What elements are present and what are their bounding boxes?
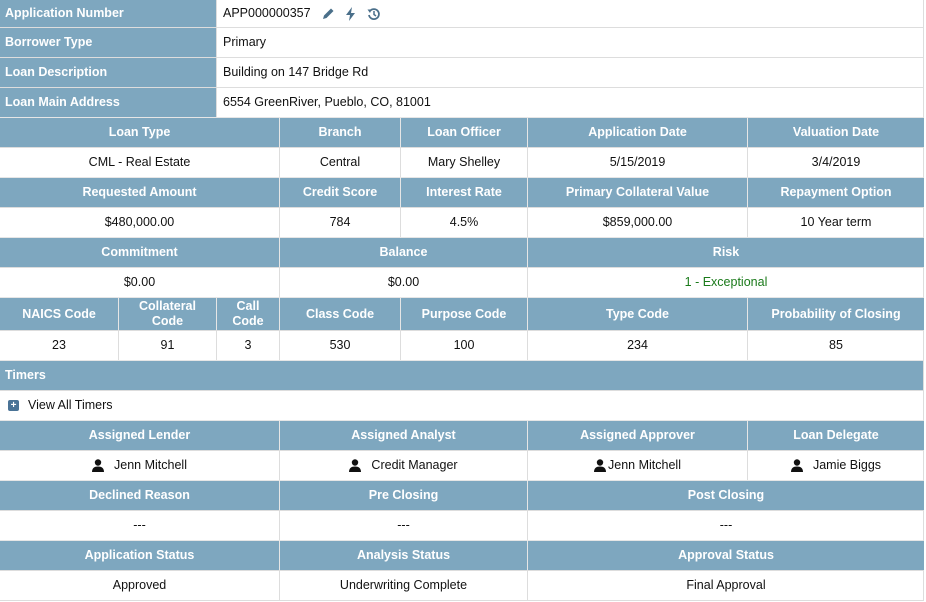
application-number-cell: APP000000357: [216, 0, 923, 27]
view-all-timers-label: View All Timers: [28, 398, 113, 412]
repayment-option-value: 10 Year term: [747, 208, 924, 237]
approval-status-value: Final Approval: [527, 571, 924, 600]
header-collateral-code: Collateral Code: [118, 298, 216, 330]
header-pre-closing: Pre Closing: [279, 481, 527, 510]
header-application-status: Application Status: [0, 541, 279, 570]
risk-value: 1 - Exceptional: [527, 268, 924, 297]
loan-delegate-cell: Jamie Biggs: [747, 451, 924, 480]
header-loan-type: Loan Type: [0, 118, 279, 147]
header-naics-code: NAICS Code: [0, 298, 118, 330]
history-icon[interactable]: [367, 7, 381, 21]
header-repayment-option: Repayment Option: [747, 178, 924, 207]
timers-header: Timers: [0, 361, 923, 390]
header-commitment: Commitment: [0, 238, 279, 267]
assigned-analyst-value: Credit Manager: [371, 458, 458, 472]
header-primary-collateral-value: Primary Collateral Value: [527, 178, 747, 207]
naics-code-value: 23: [52, 338, 66, 352]
header-purpose-code: Purpose Code: [400, 298, 527, 330]
header-approval-status: Approval Status: [527, 541, 924, 570]
call-code-value: 3: [216, 331, 279, 360]
header-application-date: Application Date: [527, 118, 747, 147]
user-icon: [790, 459, 803, 472]
application-date-value: 5/15/2019: [527, 148, 747, 177]
plus-square-icon[interactable]: +: [8, 400, 19, 411]
post-closing-value: ---: [527, 511, 924, 540]
lightning-icon[interactable]: [345, 6, 357, 21]
header-declined-reason: Declined Reason: [0, 481, 279, 510]
user-icon: [594, 459, 607, 472]
header-loan-delegate: Loan Delegate: [747, 421, 924, 450]
assigned-approver-value: Jenn Mitchell: [608, 458, 681, 472]
header-post-closing: Post Closing: [527, 481, 924, 510]
header-valuation-date: Valuation Date: [747, 118, 924, 147]
header-analysis-status: Analysis Status: [279, 541, 527, 570]
user-icon: [349, 459, 362, 472]
loan-main-address-value: 6554 GreenRiver, Pueblo, CO, 81001: [216, 88, 923, 117]
declined-reason-value: ---: [133, 518, 146, 532]
header-assigned-analyst: Assigned Analyst: [279, 421, 527, 450]
header-type-code: Type Code: [527, 298, 747, 330]
credit-score-value: 784: [279, 208, 400, 237]
valuation-date-value: 3/4/2019: [747, 148, 924, 177]
analysis-status-value: Underwriting Complete: [279, 571, 527, 600]
pencil-icon[interactable]: [321, 7, 335, 21]
header-assigned-approver: Assigned Approver: [527, 421, 747, 450]
loan-type-value: CML - Real Estate: [88, 155, 191, 169]
loan-main-address-label: Loan Main Address: [0, 88, 216, 117]
header-requested-amount: Requested Amount: [0, 178, 279, 207]
probability-of-closing-value: 85: [747, 331, 924, 360]
type-code-value: 234: [527, 331, 747, 360]
borrower-type-label: Borrower Type: [0, 28, 216, 57]
branch-value: Central: [279, 148, 400, 177]
header-balance: Balance: [279, 238, 527, 267]
purpose-code-value: 100: [400, 331, 527, 360]
primary-collateral-value: $859,000.00: [527, 208, 747, 237]
header-class-code: Class Code: [279, 298, 400, 330]
assigned-analyst-cell: Credit Manager: [279, 451, 527, 480]
loan-delegate-value: Jamie Biggs: [812, 458, 882, 472]
loan-description-value: Building on 147 Bridge Rd: [216, 58, 923, 87]
assigned-lender-cell: Jenn Mitchell: [0, 451, 279, 480]
commitment-value: $0.00: [123, 275, 156, 289]
requested-amount-value: $480,000.00: [104, 215, 175, 229]
class-code-value: 530: [279, 331, 400, 360]
loan-description-label: Loan Description: [0, 58, 216, 87]
header-branch: Branch: [279, 118, 400, 147]
application-number-label: Application Number: [0, 0, 216, 27]
header-risk: Risk: [527, 238, 924, 267]
header-loan-officer: Loan Officer: [400, 118, 527, 147]
view-all-timers-link[interactable]: + View All Timers: [0, 391, 923, 420]
header-credit-score: Credit Score: [279, 178, 400, 207]
borrower-type-value: Primary: [216, 28, 923, 57]
loan-officer-value: Mary Shelley: [400, 148, 527, 177]
assigned-approver-cell: Jenn Mitchell: [527, 451, 747, 480]
header-assigned-lender: Assigned Lender: [0, 421, 279, 450]
collateral-code-value: 91: [118, 331, 216, 360]
pre-closing-value: ---: [279, 511, 527, 540]
application-status-value: Approved: [112, 578, 167, 592]
user-icon: [92, 459, 105, 472]
interest-rate-value: 4.5%: [400, 208, 527, 237]
header-call-code: Call Code: [216, 298, 279, 330]
assigned-lender-value: Jenn Mitchell: [114, 458, 187, 472]
application-number-value: APP000000357: [223, 6, 311, 20]
header-interest-rate: Interest Rate: [400, 178, 527, 207]
balance-value: $0.00: [279, 268, 527, 297]
header-probability-of-closing: Probability of Closing: [747, 298, 924, 330]
